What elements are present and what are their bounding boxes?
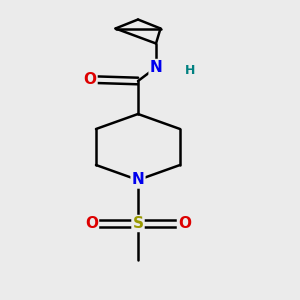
Text: O: O bbox=[83, 72, 97, 87]
Text: O: O bbox=[178, 216, 191, 231]
Text: N: N bbox=[132, 172, 144, 188]
Text: S: S bbox=[133, 216, 143, 231]
Text: O: O bbox=[85, 216, 98, 231]
Text: H: H bbox=[185, 64, 196, 77]
Text: N: N bbox=[150, 60, 162, 75]
